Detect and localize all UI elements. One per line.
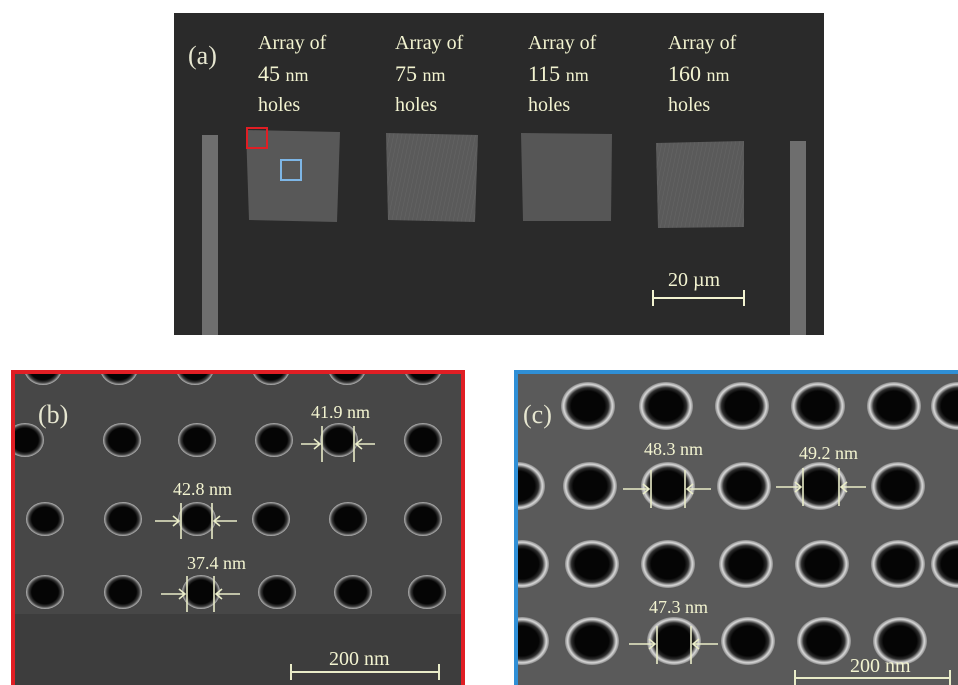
nanohole <box>329 502 367 536</box>
nanohole <box>867 382 921 430</box>
measurement-label: 47.3 nm <box>649 597 709 617</box>
nanohole <box>717 462 771 510</box>
hole-array-75nm <box>386 133 478 222</box>
nanohole <box>873 617 927 665</box>
nanohole <box>178 502 216 536</box>
panel-c-sem-image <box>518 382 958 685</box>
nanohole <box>25 374 61 385</box>
left-electrode <box>202 135 218 335</box>
measure-marks-b <box>155 426 440 680</box>
nanohole <box>518 540 549 588</box>
nanohole <box>791 382 845 430</box>
measurement-label: 42.8 nm <box>173 479 233 499</box>
array-label-line1: Array of <box>258 32 327 54</box>
nanohole <box>404 423 442 457</box>
measurement-label: 37.4 nm <box>187 553 247 573</box>
nanohole <box>793 462 847 510</box>
panel-a-label: (a) <box>188 41 217 70</box>
nanohole <box>101 374 137 385</box>
nanohole <box>177 374 213 385</box>
nanohole <box>795 540 849 588</box>
nanohole <box>565 540 619 588</box>
nanohole <box>404 502 442 536</box>
nanohole <box>647 617 701 665</box>
array-size-value: 115 <box>528 61 561 86</box>
nanohole <box>563 462 617 510</box>
measurement-label: 48.3 nm <box>644 439 704 459</box>
nanohole <box>182 575 220 609</box>
nanohole <box>641 540 695 588</box>
nanohole <box>334 575 372 609</box>
nanohole <box>639 382 693 430</box>
nanohole <box>518 462 545 510</box>
nanohole <box>518 617 549 665</box>
right-electrode <box>790 141 806 335</box>
hole-array-160nm <box>656 141 744 228</box>
array-size: 115 nm <box>528 63 589 85</box>
array-label-line3: holes <box>258 94 301 116</box>
nanohole <box>252 502 290 536</box>
nanohole <box>721 617 775 665</box>
panel-b-sem-image <box>15 374 461 685</box>
nanohole <box>26 502 64 536</box>
panel-b-zoom: (b) 41.9 nm 42.8 nm 37.4 nm 200 nm <box>11 370 465 685</box>
nanohole <box>931 540 958 588</box>
nanohole <box>871 462 925 510</box>
measurement-label: 41.9 nm <box>311 402 371 422</box>
nanohole <box>103 423 141 457</box>
array-size-unit: nm <box>422 65 446 85</box>
nanohole <box>871 540 925 588</box>
array-label-line3: holes <box>528 94 571 116</box>
array-size-unit: nm <box>565 65 589 85</box>
array-size-value: 75 <box>395 61 417 86</box>
array-size-unit: nm <box>706 65 730 85</box>
nanohole <box>26 575 64 609</box>
scale-bar-20um <box>652 290 745 306</box>
nanohole <box>719 540 773 588</box>
panel-a-overview: (a) Array of 45 nm holes Array of 75 nm … <box>174 13 824 335</box>
array-label-line1: Array of <box>668 32 737 54</box>
nanohole <box>253 374 289 385</box>
array-size: 45 nm <box>258 63 309 85</box>
array-size-value: 160 <box>668 61 701 86</box>
nanohole <box>408 575 446 609</box>
nanohole <box>561 382 615 430</box>
nanohole <box>931 382 958 430</box>
array-size-unit: nm <box>285 65 309 85</box>
nanohole <box>565 617 619 665</box>
panel-a-sem-image <box>202 127 806 335</box>
red-region-marker <box>246 127 268 149</box>
array-label-line1: Array of <box>528 32 597 54</box>
nanohole <box>104 502 142 536</box>
array-label-line1: Array of <box>395 32 464 54</box>
scale-bar-label: 200 nm <box>329 648 390 670</box>
scale-bar-label: 200 nm <box>850 655 911 677</box>
panel-c-label: (c) <box>523 400 552 429</box>
panel-c-zoom: (c) 48.3 nm 49.2 nm 47.3 nm 200 nm <box>514 370 958 685</box>
nanohole <box>255 423 293 457</box>
array-size-value: 45 <box>258 61 280 86</box>
nanohole <box>178 423 216 457</box>
measure-marks-c <box>623 468 951 685</box>
panel-b-label: (b) <box>38 400 69 429</box>
nanohole <box>329 374 365 385</box>
blue-region-marker <box>280 159 302 181</box>
nanohole <box>715 382 769 430</box>
hole-array-115nm <box>521 133 612 221</box>
nanohole <box>320 423 358 457</box>
nanohole <box>797 617 851 665</box>
scale-bar-label: 20 µm <box>668 269 721 291</box>
nanohole <box>258 575 296 609</box>
hole-array-45nm <box>246 130 340 222</box>
array-size: 160 nm <box>668 63 730 85</box>
array-size: 75 nm <box>395 63 446 85</box>
measurement-label: 49.2 nm <box>799 443 859 463</box>
array-label-line3: holes <box>668 94 711 116</box>
array-label-line3: holes <box>395 94 438 116</box>
nanohole <box>641 462 695 510</box>
nanohole <box>15 423 44 457</box>
nanohole <box>405 374 441 385</box>
nanohole <box>104 575 142 609</box>
